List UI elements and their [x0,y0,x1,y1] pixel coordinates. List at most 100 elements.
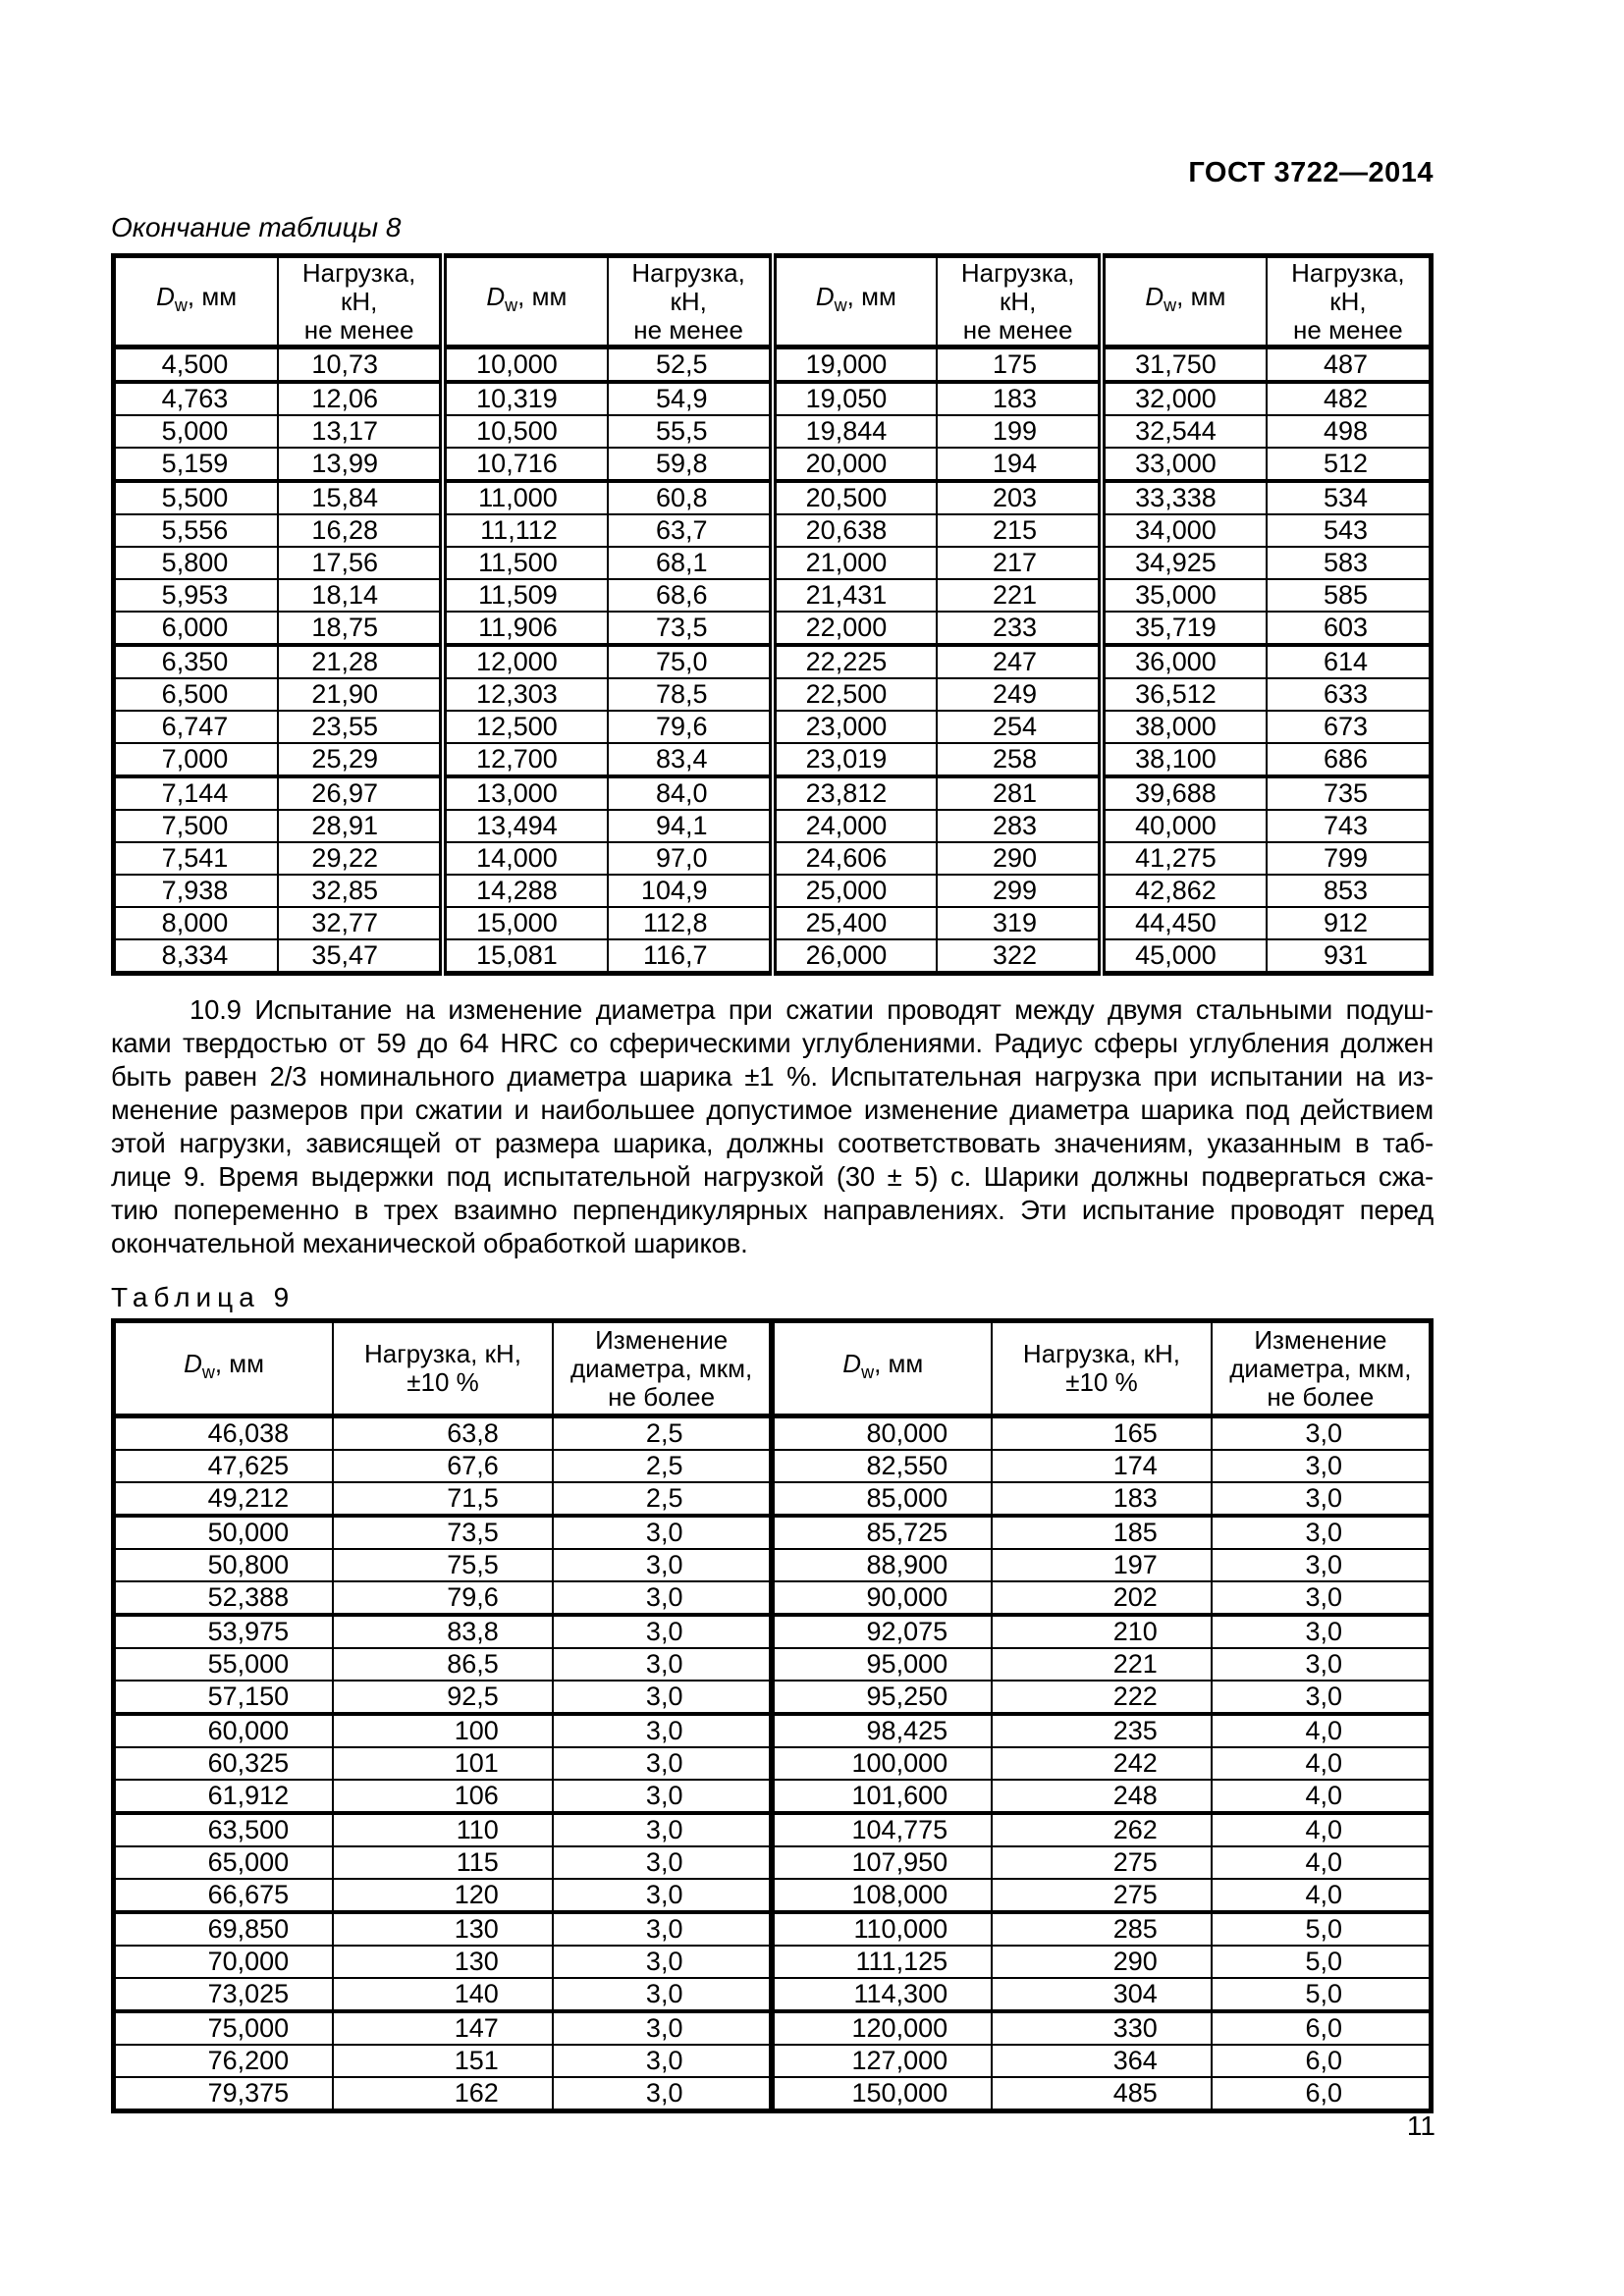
table-cell: 3,0 [1210,1449,1433,1483]
table-row: 55,000 86,5 3,0 95,000 221 3,0 [112,1647,1433,1682]
table-cell: 50,800 [112,1548,335,1582]
table-cell: 130 [332,1945,554,1979]
paragraph-line: ками твердостью от 59 до 64 HRC со сфери… [111,1028,1434,1058]
table-cell: 65,000 [112,1845,335,1880]
table-cell: 283 [936,809,1103,843]
table-cell: 799 [1265,841,1433,876]
paragraph-line: быть равен 2/3 номинального диаметра шар… [111,1061,1434,1092]
table-row: 6,747 23,55 12,500 79,6 23,000 254 38,000 673 [112,710,1433,744]
table-cell: 25,000 [768,874,939,908]
table-cell: 498 [1265,414,1433,449]
header-line: не менее [962,314,1073,345]
table-cell: 221 [936,578,1103,613]
table-cell: 543 [1265,513,1433,548]
dw-symbol: D [184,1348,202,1378]
table-cell: 673 [1265,710,1433,744]
table-cell: 3,0 [551,1680,774,1716]
table-cell: 299 [936,874,1103,908]
table-cell: 130 [332,1911,554,1947]
table-row: 47,625 67,6 2,5 82,550 174 3,0 [112,1449,1433,1483]
header-line: не менее [303,314,414,345]
table-cell: 485 [991,2076,1213,2112]
table-cell: 116,7 [606,938,774,975]
table-cell: 19,050 [768,381,939,416]
table-cell: 3,0 [551,1779,774,1815]
table-cell: 254 [936,710,1103,744]
table-cell: 221 [991,1647,1213,1682]
table-cell: 249 [936,677,1103,712]
table-9: Dw, мм Нагрузка, кН, ±10 % Изменение диа… [111,1318,1434,2113]
table-cell: 183 [991,1481,1213,1518]
table-cell: 743 [1265,809,1433,843]
table-cell: 63,500 [112,1812,335,1847]
table-cell: 3,0 [551,1746,774,1781]
table-row: 53,975 83,8 3,0 92,075 210 3,0 [112,1614,1433,1649]
table-cell: 32,85 [277,874,444,908]
table-cell: 11,112 [439,513,609,548]
column-header-load: Нагрузка, кН, не менее [936,254,1103,349]
table-cell: 3,0 [551,1713,774,1748]
table8-caption: Окончание таблицы 8 [111,212,402,242]
table-cell: 3,0 [551,1812,774,1847]
table-cell: 275 [991,1878,1213,1914]
table-cell: 22,500 [768,677,939,712]
table-cell: 67,6 [332,1449,554,1483]
table-cell: 11,500 [439,546,609,580]
header-line: кН, [670,286,707,316]
table-cell: 21,90 [277,677,444,712]
table-row: 6,500 21,90 12,303 78,5 22,500 249 36,512 633 [112,677,1433,712]
table-cell: 512 [1265,447,1433,483]
table-cell: 6,0 [1210,2076,1433,2112]
table-cell: 94,1 [606,809,774,843]
table-cell: 5,0 [1210,1911,1433,1947]
table-row: 65,000 115 3,0 107,950 275 4,0 [112,1845,1433,1880]
table-cell: 3,0 [1210,1415,1433,1451]
table-cell: 10,500 [439,414,609,449]
table-cell: 8,334 [112,938,280,975]
table-cell: 15,000 [439,906,609,940]
table-cell: 83,4 [606,742,774,778]
table-cell: 319 [936,906,1103,940]
table-cell: 70,000 [112,1945,335,1979]
table-cell: 35,000 [1098,578,1268,613]
table8-header: Dw, мм Нагрузка, кН, не менее Dw, мм Наг… [112,254,1433,349]
table-cell: 5,0 [1210,1977,1433,2013]
dw-unit: , мм [1176,281,1226,311]
table-cell: 150,000 [769,2076,994,2112]
table-cell: 60,8 [606,480,774,515]
table-cell: 140 [332,1977,554,2013]
table-cell: 79,375 [112,2076,335,2112]
table-cell: 4,0 [1210,1713,1433,1748]
table-cell: 21,431 [768,578,939,613]
table-cell: 33,338 [1098,480,1268,515]
table-cell: 24,606 [768,841,939,876]
table-cell: 25,29 [277,742,444,778]
table-cell: 165 [991,1415,1213,1451]
table-cell: 3,0 [1210,1614,1433,1649]
table-cell: 3,0 [551,2076,774,2112]
table-cell: 46,038 [112,1415,335,1451]
table-row: 73,025 140 3,0 114,300 304 5,0 [112,1977,1433,2013]
table-cell: 107,950 [769,1845,994,1880]
table-cell: 59,8 [606,447,774,483]
table-cell: 55,000 [112,1647,335,1682]
table-cell: 120,000 [769,2010,994,2046]
table-cell: 45,000 [1098,938,1268,975]
dw-symbol: D [156,281,175,311]
table-cell: 19,000 [768,346,939,384]
table-cell: 3,0 [551,2010,774,2046]
table-cell: 13,494 [439,809,609,843]
table-cell: 912 [1265,906,1433,940]
table-row: 4,500 10,73 10,000 52,5 19,000 175 31,750 487 [112,346,1433,384]
table-cell: 95,250 [769,1680,994,1716]
table-cell: 68,6 [606,578,774,613]
header-line: Изменение [595,1324,729,1355]
header-line: не менее [633,314,743,345]
table-cell: 78,5 [606,677,774,712]
table-row: 5,500 15,84 11,000 60,8 20,500 203 33,338 534 [112,480,1433,515]
table-cell: 49,212 [112,1481,335,1518]
table-cell: 38,000 [1098,710,1268,744]
table-cell: 686 [1265,742,1433,778]
table-cell: 76,200 [112,2044,335,2078]
table-cell: 25,400 [768,906,939,940]
